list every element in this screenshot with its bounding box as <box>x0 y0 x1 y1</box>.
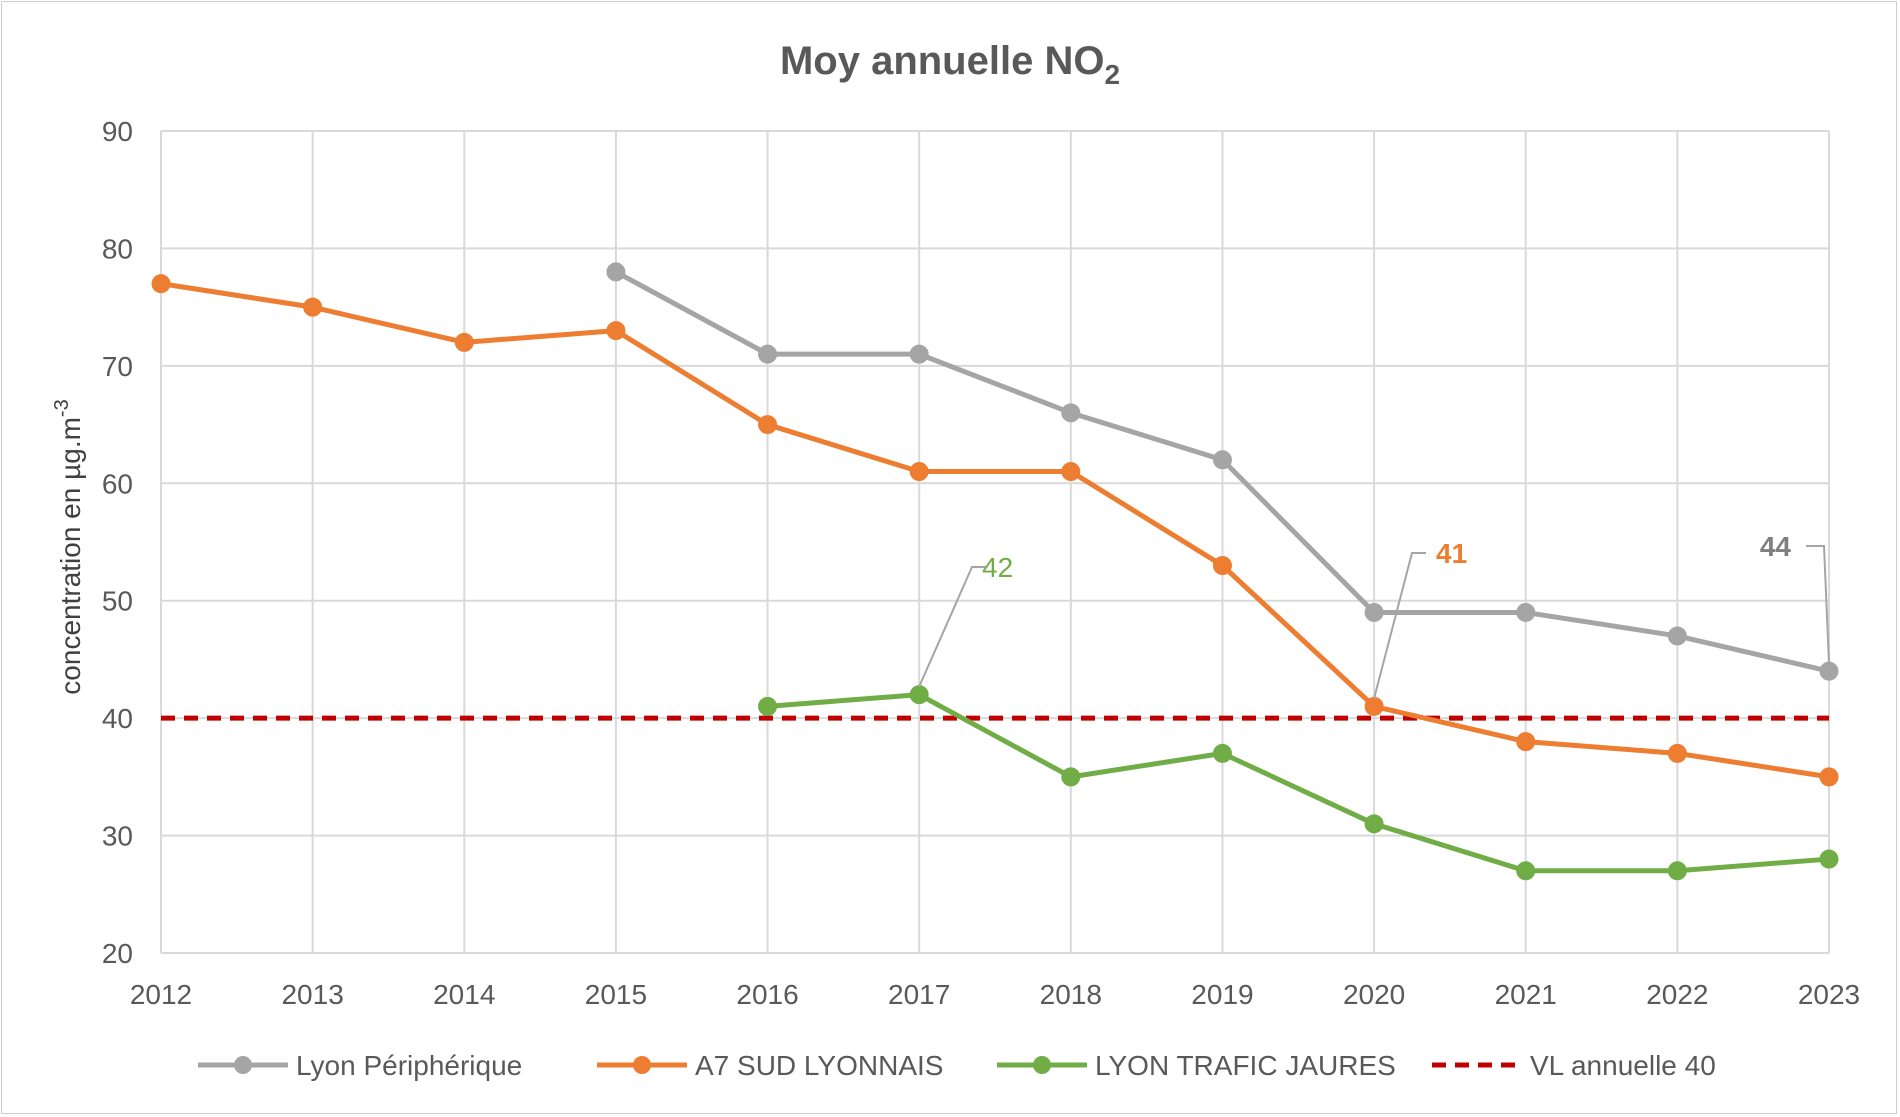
x-tick-label: 2021 <box>1495 979 1557 1010</box>
data-label: 41 <box>1436 538 1467 569</box>
legend-label: A7 SUD LYONNAIS <box>695 1050 943 1081</box>
data-label: 42 <box>982 552 1013 583</box>
x-tick-label: 2017 <box>888 979 950 1010</box>
y-tick-label: 40 <box>102 703 133 734</box>
data-point <box>1212 743 1232 763</box>
data-point <box>1516 732 1536 752</box>
chart-title: Moy annuelle NO2 <box>780 39 1120 90</box>
x-tick-label: 2023 <box>1798 979 1860 1010</box>
x-tick-label: 2013 <box>281 979 343 1010</box>
callout-leader <box>1373 552 1426 699</box>
data-point <box>909 462 929 482</box>
data-callout: 44 <box>1760 531 1830 664</box>
y-axis-label: concentration en µg.m-3 <box>51 399 86 694</box>
data-point <box>1364 696 1384 716</box>
series-a7-sud-lyonnais <box>151 274 1839 787</box>
callout-leader <box>918 566 986 688</box>
x-tick-label: 2020 <box>1343 979 1405 1010</box>
data-point <box>1667 626 1687 646</box>
legend-label: LYON TRAFIC JAURES <box>1095 1050 1396 1081</box>
data-point <box>758 415 778 435</box>
legend-item-a7-sud-lyonnais: A7 SUD LYONNAIS <box>597 1050 943 1081</box>
data-callout: 41 <box>1373 538 1467 699</box>
x-tick-label: 2022 <box>1646 979 1708 1010</box>
series-line <box>158 281 1832 780</box>
data-label: 44 <box>1760 531 1792 562</box>
y-tick-label: 50 <box>102 586 133 617</box>
data-point <box>1364 602 1384 622</box>
series-line <box>765 692 1832 874</box>
data-point <box>606 262 626 282</box>
y-tick-label: 20 <box>102 938 133 969</box>
x-tick-label: 2014 <box>433 979 495 1010</box>
series-lyon-p-riph-rique <box>606 262 1839 681</box>
x-tick-label: 2016 <box>736 979 798 1010</box>
x-tick-label: 2015 <box>585 979 647 1010</box>
legend: Lyon Périphérique A7 SUD LYONNAIS LYON TRA… <box>198 1050 1716 1081</box>
series-layer <box>151 262 1839 881</box>
data-point <box>606 321 626 341</box>
tick-layer: 20 30 40 50 60 70 80 90 2012 2013 2014 2015 2016 2017… <box>102 116 1860 1010</box>
data-point <box>1061 767 1081 787</box>
legend-item-vl-annuelle-40: VL annuelle 40 <box>1432 1050 1716 1081</box>
data-point <box>1819 661 1839 681</box>
y-tick-label: 30 <box>102 821 133 852</box>
data-point <box>1061 462 1081 482</box>
legend-label: VL annuelle 40 <box>1530 1050 1716 1081</box>
legend-marker <box>633 1056 651 1074</box>
data-point <box>1212 450 1232 470</box>
legend-item-lyon-p-riph-rique: Lyon Périphérique <box>198 1050 522 1081</box>
data-point <box>1516 602 1536 622</box>
annotation-layer: 42 41 44 <box>918 531 1830 699</box>
chart-title-main: Moy annuelle NO <box>780 39 1105 83</box>
data-point <box>1061 403 1081 423</box>
y-axis-label-main: concentration en µg.m <box>55 417 86 695</box>
series-lyon-trafic-jaures <box>758 685 1839 881</box>
legend-marker <box>1033 1056 1051 1074</box>
x-tick-label: 2019 <box>1191 979 1253 1010</box>
data-point <box>454 332 474 352</box>
data-point <box>909 685 929 705</box>
data-callout: 42 <box>918 552 1013 688</box>
chart-title-subscript: 2 <box>1104 59 1120 90</box>
data-point <box>758 344 778 364</box>
callout-leader <box>1806 545 1830 664</box>
legend-marker <box>234 1056 252 1074</box>
grid-layer <box>160 130 1830 954</box>
data-point <box>909 344 929 364</box>
y-axis-label-superscript: -3 <box>51 399 73 417</box>
legend-item-lyon-trafic-jaures: LYON TRAFIC JAURES <box>997 1050 1396 1081</box>
y-tick-label: 60 <box>102 468 133 499</box>
data-point <box>303 297 323 317</box>
x-tick-label: 2012 <box>130 979 192 1010</box>
y-tick-label: 90 <box>102 116 133 147</box>
data-point <box>758 696 778 716</box>
data-point <box>1819 767 1839 787</box>
data-point <box>1212 555 1232 575</box>
data-point <box>1667 861 1687 881</box>
y-tick-label: 80 <box>102 233 133 264</box>
y-tick-label: 70 <box>102 351 133 382</box>
data-point <box>151 274 171 294</box>
legend-label: Lyon Périphérique <box>296 1050 522 1081</box>
x-tick-label: 2018 <box>1040 979 1102 1010</box>
data-point <box>1516 861 1536 881</box>
data-point <box>1667 743 1687 763</box>
data-point <box>1819 849 1839 869</box>
data-point <box>1364 814 1384 834</box>
